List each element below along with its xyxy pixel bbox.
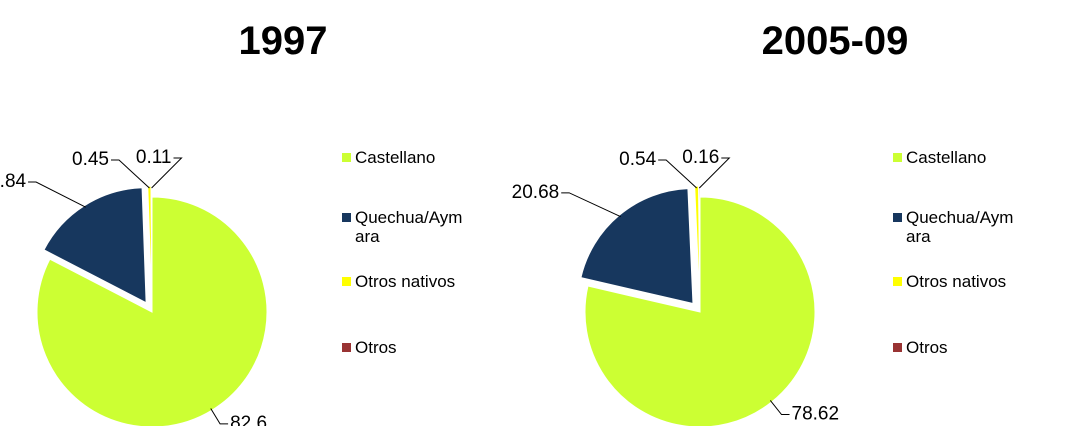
legend-swatch (342, 213, 351, 222)
chart-title: 2005-09 (762, 19, 909, 63)
legend-swatch (342, 153, 351, 162)
legend-entry: Otros (893, 338, 1016, 357)
legend-label: Quechua/Aymara (906, 208, 1014, 246)
legend-label: Otros nativos (906, 272, 1007, 291)
legend-entry: Castellano (893, 148, 1016, 167)
pie-slice (580, 188, 694, 305)
leader-line (210, 408, 229, 425)
legend-entry: Otros nativos (893, 272, 1016, 291)
pie-slice (43, 187, 147, 304)
leader-line (28, 181, 86, 208)
legend-label: Castellano (906, 148, 987, 167)
legend-entry: Otros (342, 338, 465, 357)
legend-entry: Quechua/Aymara (342, 208, 465, 246)
legend-swatch (342, 277, 351, 286)
legend-swatch (893, 343, 902, 352)
data-label: 78.62 (792, 404, 840, 425)
legend-swatch (342, 343, 351, 352)
leader-line (658, 159, 697, 189)
data-label: 0.45 (72, 149, 109, 170)
legend-swatch (893, 213, 902, 222)
legend-entry: Quechua/Aymara (893, 208, 1016, 246)
legend-label: Otros (355, 338, 397, 357)
legend-entry: Otros nativos (342, 272, 465, 291)
legend-label: Otros nativos (355, 272, 456, 291)
legend-label: Quechua/Aymara (355, 208, 463, 246)
data-label: 82.6 (230, 413, 267, 426)
legend-swatch (893, 277, 902, 286)
leader-line (561, 192, 621, 218)
data-label: 0.54 (619, 149, 656, 170)
data-label: 20.68 (512, 182, 560, 203)
data-label: 16.84 (0, 171, 26, 192)
legend-label: Otros (906, 338, 948, 357)
data-label: 0.11 (136, 147, 172, 168)
legend-entry: Castellano (342, 148, 465, 167)
legend-swatch (893, 153, 902, 162)
chart-title: 1997 (239, 19, 328, 63)
leader-line (699, 157, 731, 189)
leader-line (111, 159, 150, 189)
data-label: 0.16 (682, 147, 719, 168)
pie-slice (698, 185, 701, 302)
legend-label: Castellano (355, 148, 436, 167)
pie-slice (150, 185, 153, 302)
leader-line (769, 400, 790, 416)
leader-line (151, 157, 183, 189)
